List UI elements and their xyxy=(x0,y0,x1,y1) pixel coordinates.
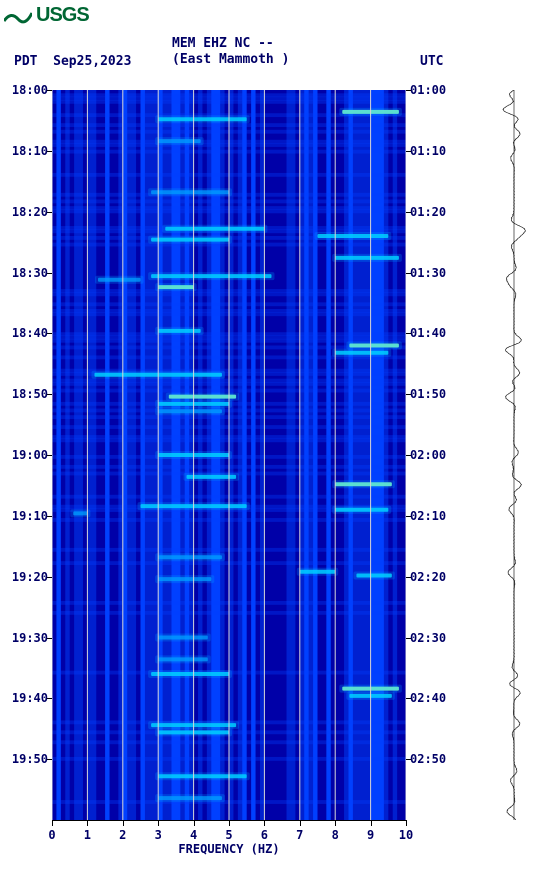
trace-canvas xyxy=(498,90,530,820)
y-label-left: 19:50 xyxy=(12,752,52,766)
x-tick-label: 7 xyxy=(296,828,303,842)
y-label-left: 18:50 xyxy=(12,387,52,401)
y-label-left: 18:10 xyxy=(12,144,52,158)
header-right: UTC xyxy=(420,54,443,69)
y-label-left: 19:40 xyxy=(12,691,52,705)
x-tick xyxy=(371,820,372,826)
y-label-right: 01:30 xyxy=(406,266,446,280)
x-tick xyxy=(335,820,336,826)
x-tick-label: 0 xyxy=(48,828,55,842)
x-tick xyxy=(158,820,159,826)
x-tick-label: 4 xyxy=(190,828,197,842)
y-label-left: 18:20 xyxy=(12,205,52,219)
logo-text: USGS xyxy=(36,4,89,27)
y-label-right: 02:40 xyxy=(406,691,446,705)
wave-icon xyxy=(4,7,32,25)
x-tick-label: 2 xyxy=(119,828,126,842)
y-label-right: 01:40 xyxy=(406,326,446,340)
y-label-right: 02:20 xyxy=(406,570,446,584)
x-tick xyxy=(52,820,53,826)
x-axis: FREQUENCY (HZ) 012345678910 xyxy=(52,820,406,860)
right-tz: UTC xyxy=(420,54,443,69)
x-tick xyxy=(229,820,230,826)
y-label-left: 19:10 xyxy=(12,509,52,523)
y-label-left: 19:00 xyxy=(12,448,52,462)
y-label-right: 02:10 xyxy=(406,509,446,523)
spectrogram-plot: 18:0001:0018:1001:1018:2001:2018:3001:30… xyxy=(52,90,406,820)
station-line2: (East Mammoth ) xyxy=(172,52,289,68)
x-tick-label: 1 xyxy=(84,828,91,842)
usgs-logo: USGS xyxy=(4,4,89,27)
x-tick-label: 9 xyxy=(367,828,374,842)
header-date: Sep25,2023 xyxy=(53,54,131,69)
x-tick xyxy=(123,820,124,826)
x-tick xyxy=(87,820,88,826)
x-tick xyxy=(194,820,195,826)
y-label-right: 01:50 xyxy=(406,387,446,401)
x-tick-label: 10 xyxy=(399,828,413,842)
station-line1: MEM EHZ NC -- xyxy=(172,36,289,52)
y-label-right: 02:50 xyxy=(406,752,446,766)
header-left: PDT Sep25,2023 xyxy=(14,54,131,69)
left-tz: PDT xyxy=(14,54,37,69)
x-tick-label: 6 xyxy=(261,828,268,842)
header-center: MEM EHZ NC -- (East Mammoth ) xyxy=(172,36,289,68)
y-label-left: 18:30 xyxy=(12,266,52,280)
y-label-left: 19:30 xyxy=(12,631,52,645)
y-label-left: 18:00 xyxy=(12,83,52,97)
y-label-left: 19:20 xyxy=(12,570,52,584)
seismogram-trace xyxy=(498,90,530,820)
y-label-right: 01:00 xyxy=(406,83,446,97)
x-tick-label: 8 xyxy=(332,828,339,842)
y-label-right: 01:20 xyxy=(406,205,446,219)
x-tick xyxy=(300,820,301,826)
x-axis-title: FREQUENCY (HZ) xyxy=(178,842,279,856)
x-tick-label: 3 xyxy=(155,828,162,842)
y-label-right: 02:30 xyxy=(406,631,446,645)
y-label-right: 01:10 xyxy=(406,144,446,158)
spectrogram-canvas xyxy=(52,90,406,820)
x-tick xyxy=(406,820,407,826)
x-tick-label: 5 xyxy=(225,828,232,842)
y-label-left: 18:40 xyxy=(12,326,52,340)
y-label-right: 02:00 xyxy=(406,448,446,462)
x-tick xyxy=(264,820,265,826)
